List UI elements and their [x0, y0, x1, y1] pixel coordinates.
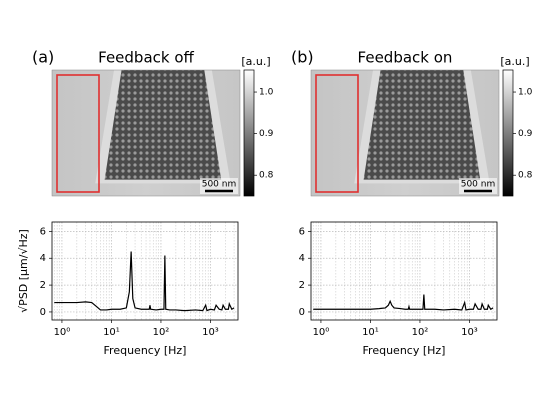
- colorbar-tick-label: 0.8: [518, 171, 533, 181]
- colorbar-tick-label: 0.8: [259, 171, 274, 181]
- image-panel: 500 nm: [310, 69, 500, 197]
- image-frame: [310, 69, 500, 197]
- x-tick-label: 10¹: [362, 327, 379, 338]
- x-tick-label: 10²: [412, 327, 429, 338]
- plot-frame: [51, 221, 239, 321]
- y-tick-label: 0: [40, 307, 46, 318]
- x-axis-label: Frequency [Hz]: [104, 344, 187, 357]
- x-tick-label: 10⁰: [313, 327, 330, 338]
- colorbar-tick-label: 1.0: [259, 88, 274, 98]
- colorbar-tick-label: 0.9: [259, 129, 274, 139]
- x-tick-label: 10³: [461, 327, 478, 338]
- colorbar: [502, 69, 514, 197]
- image-panel: 500 nm: [51, 69, 241, 197]
- crystal: [363, 70, 481, 180]
- x-tick-label: 10¹: [103, 327, 120, 338]
- crystal: [104, 70, 222, 180]
- y-tick-label: 2: [299, 280, 305, 291]
- panel-title: Feedback on: [358, 49, 453, 67]
- region-highlight: [315, 74, 359, 193]
- y-axis-label: √PSD [μm/√Hz]: [17, 229, 30, 313]
- colorbar-tick-label: 0.9: [518, 129, 533, 139]
- x-tick-label: 10²: [153, 327, 170, 338]
- y-tick-label: 2: [40, 280, 46, 291]
- y-tick-label: 6: [299, 226, 305, 237]
- y-tick-label: 4: [40, 253, 46, 264]
- x-axis-label: Frequency [Hz]: [363, 344, 446, 357]
- x-tick-label: 10³: [202, 327, 219, 338]
- panel-label: (b): [291, 48, 314, 67]
- plot-frame: [310, 221, 498, 321]
- panel-title: Feedback off: [98, 49, 194, 67]
- colorbar-label: [a.u.]: [241, 55, 270, 68]
- panel-label: (a): [32, 48, 54, 67]
- colorbar-tick-label: 1.0: [518, 88, 533, 98]
- region-highlight: [56, 74, 100, 193]
- x-tick-label: 10⁰: [54, 327, 71, 338]
- scalebar-label: 500 nm: [461, 180, 496, 190]
- image-frame: [51, 69, 241, 197]
- y-tick-label: 6: [40, 226, 46, 237]
- psd-line: [313, 294, 494, 311]
- scalebar-label: 500 nm: [202, 180, 237, 190]
- colorbar-label: [a.u.]: [500, 55, 529, 68]
- psd-line: [54, 251, 235, 312]
- y-tick-label: 0: [299, 307, 305, 318]
- y-tick-label: 4: [299, 253, 305, 264]
- colorbar: [243, 69, 255, 197]
